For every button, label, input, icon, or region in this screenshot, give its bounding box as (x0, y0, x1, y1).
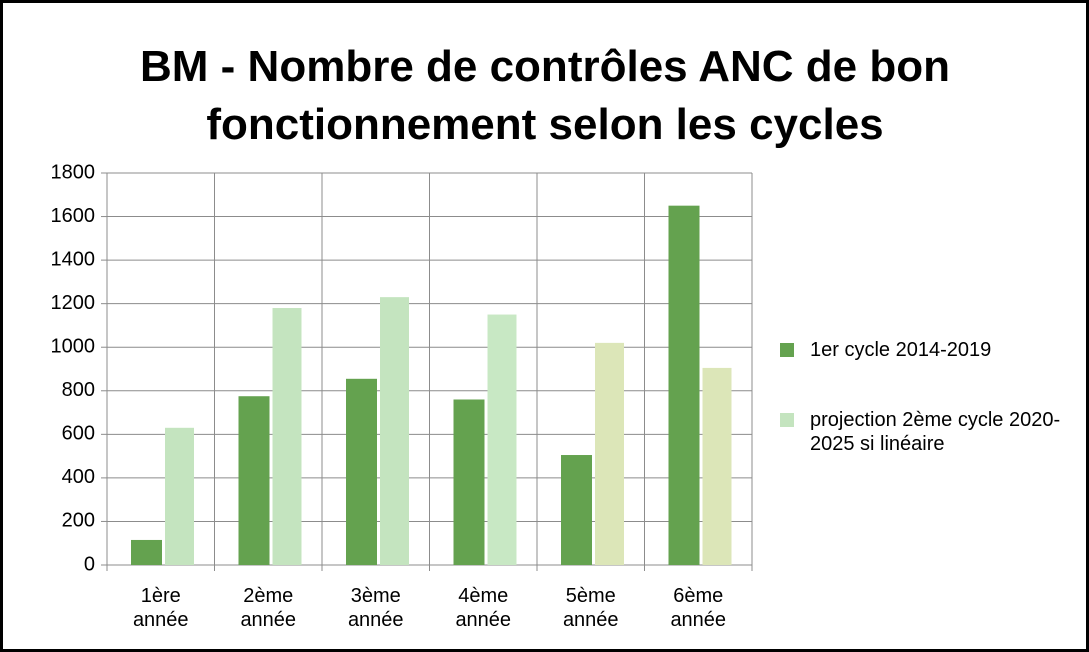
chart-title: BM - Nombre de contrôles ANC de bon fonc… (140, 42, 950, 149)
x-tick-label: 5ème année (562, 585, 619, 631)
y-tick-label: 600 (62, 423, 95, 445)
bar (595, 342, 624, 565)
x-tick-label: 2ème année (240, 585, 297, 631)
bar (272, 308, 302, 565)
x-tick-label: 1ère année (132, 585, 189, 631)
y-tick-label: 400 (62, 466, 95, 488)
legend-swatch (780, 343, 794, 357)
y-tick-label: 1800 (51, 161, 96, 183)
x-tick-label: 3ème année (347, 585, 404, 631)
legend-label: projection 2ème cycle 2020-2025 si linéa… (810, 409, 1061, 455)
y-tick-label: 800 (62, 379, 95, 401)
y-tick-label: 1600 (51, 205, 96, 227)
bar (487, 314, 517, 565)
y-tick-label: 1000 (51, 336, 96, 358)
y-tick-label: 1200 (51, 292, 96, 314)
legend-swatch (780, 413, 794, 427)
bar (346, 378, 377, 565)
legend-label: 1er cycle 2014-2019 (810, 339, 992, 361)
x-tick-label: 6ème année (670, 585, 727, 631)
bar (165, 427, 194, 565)
bar (131, 539, 162, 565)
bar (702, 367, 732, 565)
bar (238, 396, 270, 565)
bar (668, 205, 700, 565)
bar (453, 399, 485, 565)
y-tick-label: 200 (62, 510, 95, 532)
bar (380, 297, 409, 565)
bar (561, 455, 592, 565)
y-tick-label: 0 (84, 553, 95, 575)
y-tick-label: 1400 (51, 248, 96, 270)
x-tick-label: 4ème année (455, 585, 512, 631)
